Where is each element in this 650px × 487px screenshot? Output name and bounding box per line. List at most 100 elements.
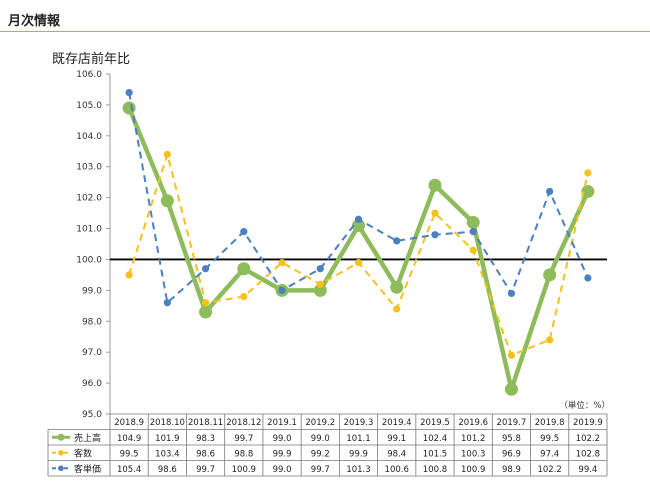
data-label: 100.9 — [461, 465, 485, 475]
data-point — [163, 299, 171, 307]
data-label: 99.0 — [311, 434, 330, 444]
x-tick-label: 2019.7 — [497, 418, 527, 428]
y-tick-label: 96.0 — [82, 379, 102, 389]
y-tick-label: 105.0 — [76, 101, 102, 111]
data-point — [584, 169, 592, 177]
data-point — [278, 286, 286, 294]
data-point — [507, 289, 516, 298]
data-label: 99.5 — [540, 434, 559, 444]
series-line-0 — [127, 107, 590, 392]
data-label: 99.7 — [234, 434, 253, 444]
data-point — [354, 215, 363, 223]
data-label: 99.9 — [349, 449, 368, 459]
data-point — [546, 336, 554, 344]
data-label: 100.9 — [232, 465, 256, 475]
data-point — [543, 268, 557, 282]
data-point — [581, 184, 595, 198]
data-label: 101.3 — [346, 465, 370, 475]
header-divider — [0, 31, 650, 32]
data-label: 99.0 — [273, 434, 292, 444]
data-label: 101.5 — [423, 449, 447, 459]
y-tick-label: 106.0 — [76, 70, 102, 80]
data-point — [160, 194, 174, 208]
data-point — [504, 382, 518, 396]
data-label: 98.6 — [158, 465, 177, 475]
data-label: 99.5 — [120, 449, 139, 459]
data-label: 98.8 — [234, 449, 253, 459]
chart-title: 既存店前年比 — [52, 52, 131, 67]
data-point — [507, 351, 516, 359]
data-point — [546, 187, 554, 196]
x-tick-label: 2019.9 — [573, 418, 603, 428]
x-tick-label: 2018.10 — [150, 418, 185, 428]
x-tick-label: 2019.1 — [267, 418, 297, 428]
data-point — [469, 228, 477, 236]
data-label: 101.1 — [346, 434, 370, 444]
y-tick-label: 104.0 — [76, 132, 102, 142]
data-point — [393, 237, 401, 245]
unit-note: （単位：%） — [559, 401, 610, 411]
legend-label-2: 客単価 — [74, 463, 101, 475]
data-point — [199, 305, 213, 319]
x-tick-label: 2019.5 — [420, 418, 450, 428]
data-label: 96.9 — [502, 449, 521, 459]
data-label: 101.9 — [155, 434, 179, 444]
data-point — [316, 280, 324, 288]
y-tick-label: 102.0 — [76, 194, 102, 204]
data-point — [431, 231, 439, 239]
data-label: 99.9 — [273, 449, 292, 459]
page-title: 月次情報 — [8, 14, 61, 29]
data-label: 102.4 — [423, 434, 447, 444]
data-label: 105.4 — [117, 465, 141, 475]
data-label: 99.7 — [311, 465, 330, 475]
data-label: 99.1 — [387, 434, 406, 444]
data-label: 99.4 — [578, 465, 597, 475]
data-point — [316, 265, 324, 273]
data-label: 103.4 — [155, 449, 179, 459]
data-label: 102.2 — [537, 465, 561, 475]
data-label: 102.2 — [576, 434, 600, 444]
data-point — [240, 292, 248, 301]
data-label: 99.7 — [196, 465, 215, 475]
data-point — [354, 258, 363, 267]
x-tick-label: 2019.8 — [535, 418, 565, 428]
legend-label-1: 客数 — [74, 447, 92, 459]
data-label: 99.0 — [273, 465, 292, 475]
x-tick-label: 2018.12 — [226, 418, 261, 428]
data-point — [122, 101, 136, 115]
y-tick-label: 100.0 — [76, 255, 102, 265]
y-tick-label: 101.0 — [76, 225, 102, 235]
data-point — [428, 178, 442, 192]
data-point — [390, 280, 404, 294]
legend-marker-1 — [58, 449, 64, 456]
y-tick-label: 103.0 — [76, 163, 102, 173]
data-label: 100.8 — [423, 465, 447, 475]
data-point — [469, 246, 477, 254]
x-tick-label: 2018.9 — [114, 418, 144, 428]
x-tick-label: 2018.11 — [188, 418, 223, 428]
data-point — [240, 228, 248, 236]
data-label: 100.3 — [461, 449, 485, 459]
data-label: 98.9 — [502, 465, 521, 475]
data-label: 102.8 — [576, 449, 600, 459]
series-line-2 — [128, 92, 589, 304]
x-tick-label: 2019.2 — [305, 418, 335, 428]
data-label: 98.3 — [196, 434, 215, 444]
x-tick-label: 2019.6 — [458, 418, 488, 428]
data-point — [278, 258, 286, 267]
data-label: 97.4 — [540, 449, 559, 459]
x-tick-label: 2019.3 — [344, 418, 374, 428]
data-label: 99.2 — [311, 449, 330, 459]
y-tick-label: 95.0 — [82, 410, 102, 420]
legend-label-0: 売上高 — [74, 432, 101, 444]
data-point — [125, 271, 133, 279]
series-line-1 — [128, 153, 589, 357]
data-label: 95.8 — [502, 434, 521, 444]
data-point — [584, 274, 592, 282]
data-label: 98.6 — [196, 449, 215, 459]
data-point — [125, 88, 133, 97]
data-point — [237, 262, 251, 276]
y-tick-label: 97.0 — [82, 348, 102, 358]
legend-marker-2 — [58, 465, 64, 472]
